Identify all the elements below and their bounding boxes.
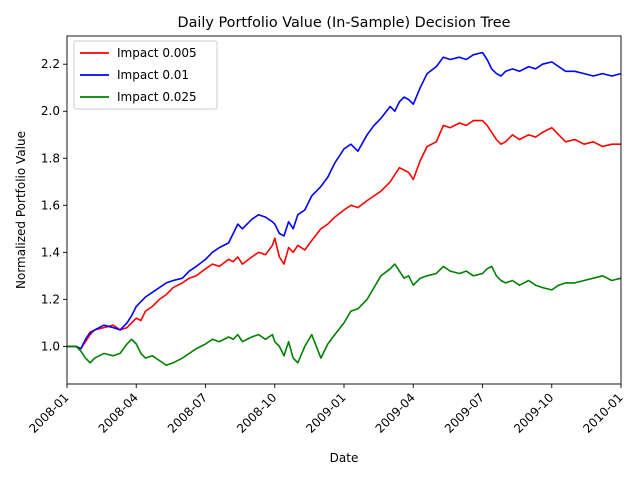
series-line-2 bbox=[67, 51, 622, 350]
y-axis-label: Normalized Portfolio Value bbox=[14, 131, 28, 289]
legend-entry-1: Impact 0.005 bbox=[117, 46, 197, 60]
y-tick-label: 2.0 bbox=[41, 104, 60, 118]
chart-title: Daily Portfolio Value (In-Sample) Decisi… bbox=[178, 15, 511, 31]
y-tick-label: 1.4 bbox=[41, 245, 60, 259]
legend-entry-2: Impact 0.01 bbox=[117, 68, 189, 82]
y-tick-label: 1.0 bbox=[41, 339, 60, 353]
y-tick-label: 2.2 bbox=[41, 57, 60, 71]
legend: Impact 0.005 Impact 0.01 Impact 0.025 bbox=[73, 40, 218, 110]
y-tick-label: 1.2 bbox=[41, 292, 60, 306]
series-line-3 bbox=[67, 263, 622, 367]
legend-box bbox=[73, 40, 218, 110]
y-tick-label: 1.8 bbox=[41, 151, 60, 165]
legend-entry-3: Impact 0.025 bbox=[117, 90, 197, 104]
x-axis-label: Date bbox=[330, 451, 359, 465]
series-line-1 bbox=[67, 119, 621, 350]
y-tick-label: 1.6 bbox=[41, 198, 60, 212]
